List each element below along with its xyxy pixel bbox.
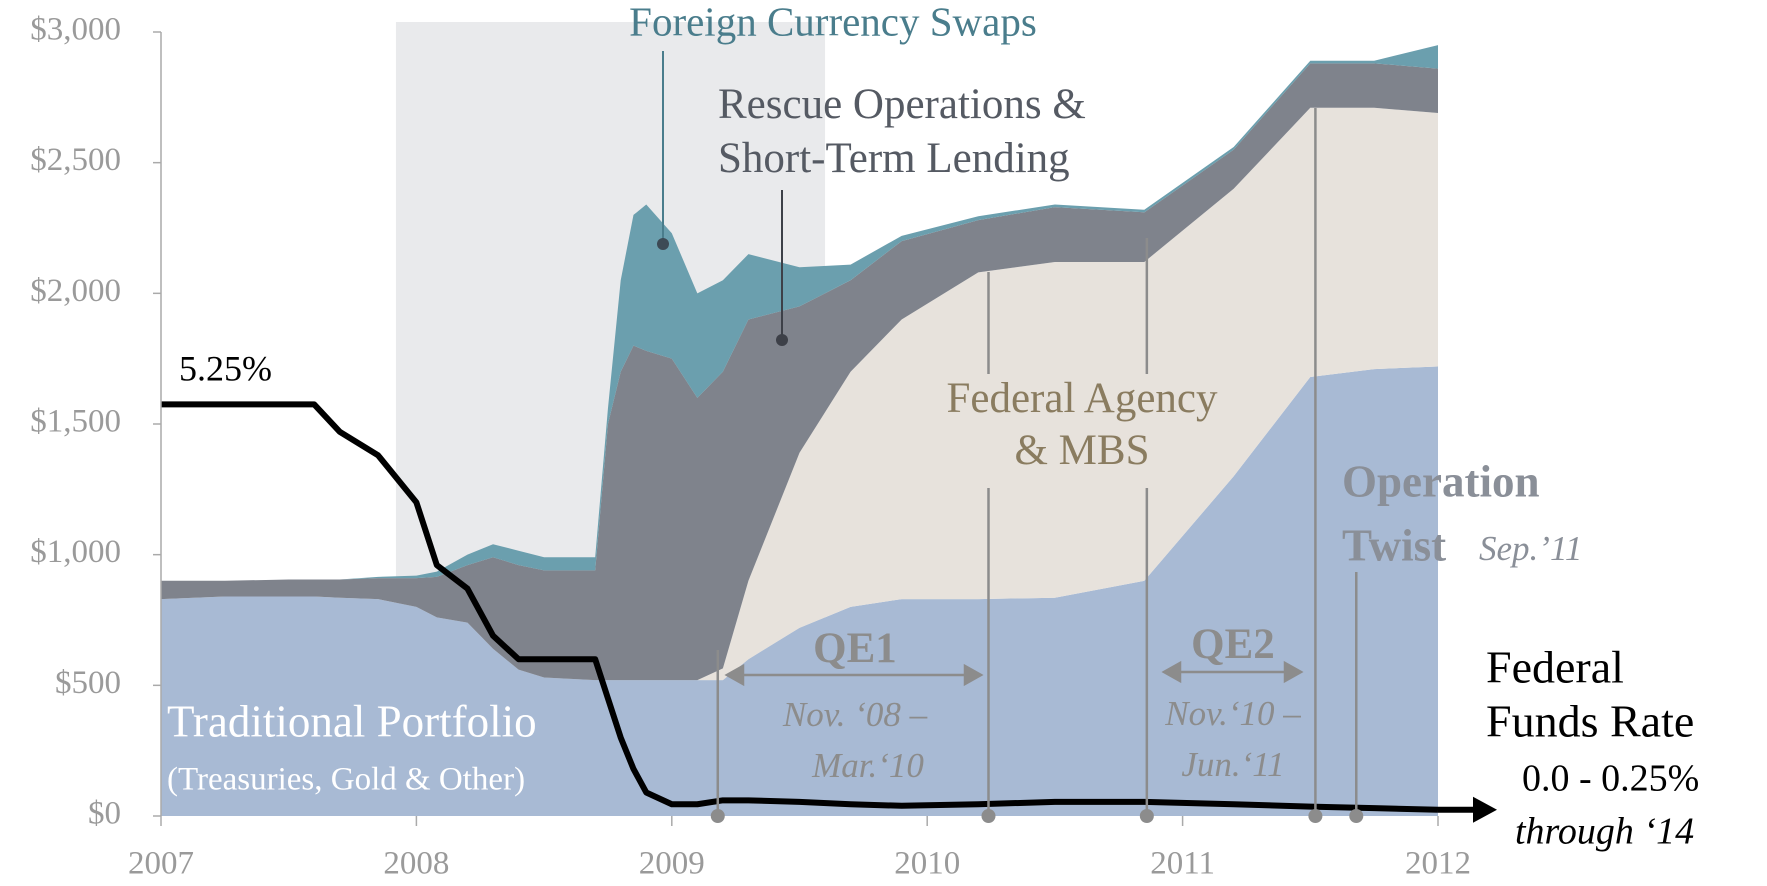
y-tick-label: $1,000 [30,534,121,570]
marker-dot [1308,809,1323,823]
y-tick-label: $3,000 [30,12,121,48]
annotations: Foreign Currency Swaps Rescue Operations… [167,0,1699,853]
x-tick-label: 2009 [639,846,705,882]
annotation: QE2 [1191,621,1275,668]
leader-dot [776,334,788,346]
annotation: Traditional Portfolio [167,696,537,746]
annotation: Twist [1342,520,1446,570]
x-tick-label: 2012 [1405,846,1471,882]
plot: $0 $500 $1,000 $1,500 $2,000 $2,500 $3,000 2007… [30,12,1497,882]
annotation: QE1 [813,625,897,672]
annotation: Foreign Currency Swaps [629,0,1037,44]
area [161,63,1438,681]
annotation: Federal [1486,642,1624,693]
arrow-head [1473,796,1497,823]
arrow-head [1161,660,1182,684]
annotation: Rescue Operations & [718,81,1086,128]
y-tick-label: $500 [55,665,121,701]
area [161,366,1438,816]
annotation: Operation [1342,456,1540,506]
annotation: Nov. ‘08 – [782,695,928,734]
annotation: Sep.’11 [1479,529,1582,568]
area [161,107,1438,681]
y-tick-label: $2,500 [30,142,121,178]
arrow-head [963,663,984,687]
annotation: Funds Rate [1486,696,1694,747]
x-tick-label: 2008 [383,846,449,882]
qe-arrows [724,660,1304,687]
annotation: Short-Term Lending [718,135,1070,182]
marker-dot [710,809,725,823]
x-tick-label: 2011 [1150,846,1215,882]
marker-dot [1139,809,1154,823]
marker-dot [1349,809,1364,823]
rate-line [161,401,1439,813]
x-tick-label: 2010 [894,846,960,882]
annotation: Mar.‘10 [811,746,924,785]
arrow-head [1283,660,1304,684]
annotation: 0.0 - 0.25% [1522,758,1699,800]
marker-dot [981,809,996,823]
leader-dot [657,238,669,250]
annotation: & MBS [1014,427,1149,474]
y-tick-label: $0 [88,796,121,832]
annotation: 5.25% [179,348,272,388]
annotation: (Treasuries, Gold & Other) [167,762,525,798]
x-tick-label: 2007 [128,846,194,882]
annotation: Nov.‘10 – [1164,694,1301,733]
annotation: Jun.‘11 [1181,745,1284,784]
annotation: Federal Agency [946,375,1218,422]
arrow-head [724,663,745,687]
y-tick-label: $2,000 [30,273,121,309]
y-tick-label: $1,500 [30,404,121,440]
annotation: through ‘14 [1515,811,1694,853]
